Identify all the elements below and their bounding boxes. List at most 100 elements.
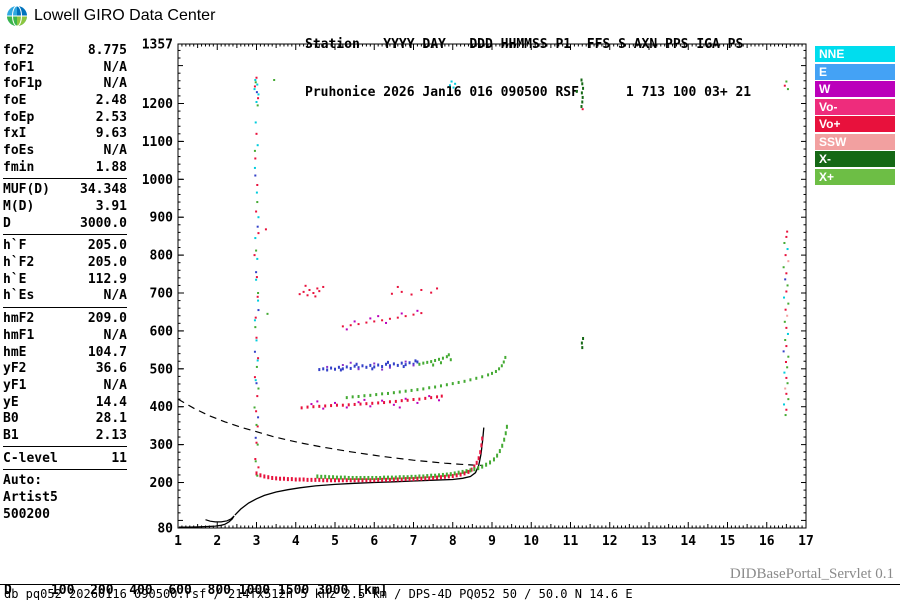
panel-separator (3, 306, 127, 308)
param-value: 3.91 (95, 199, 127, 215)
series-rfi-11mhz-xminus (575, 78, 585, 350)
series-rfi-3mhz-green (253, 79, 276, 477)
series-o-3rd-scatter-w (345, 309, 419, 331)
param-label: yE (3, 394, 19, 410)
param-label: hmE (3, 344, 27, 360)
param-value: 11 (111, 450, 127, 466)
param-label: foF1 (3, 59, 35, 75)
parameter-panel: foF2 8.775 foF1 N/A foF1p N/A foE 2.48 foEp 2.53 f… (3, 42, 127, 523)
param-value: N/A (103, 377, 127, 393)
param-value: 36.6 (95, 361, 127, 377)
param-row: hmF1 N/A (3, 327, 127, 344)
param-value: 112.9 (87, 271, 127, 287)
legend-item: X+ (815, 168, 895, 185)
svg-text:200: 200 (150, 476, 174, 491)
param-value: 3000.0 (80, 215, 127, 231)
param-label: Auto: (3, 473, 43, 489)
param-row: Artist5 (3, 489, 127, 506)
brand: Lowell GIRO Data Center (6, 5, 215, 27)
param-label: fmin (3, 159, 35, 175)
param-label: foEp (3, 109, 35, 125)
svg-text:1: 1 (174, 534, 182, 549)
distance-row: D 100 200 400 600 800 1000 1500 3000 [km… (4, 583, 388, 598)
series-rfi-16mhz-pink (784, 260, 790, 390)
param-label: MUF(D) (3, 182, 50, 198)
param-value: 28.1 (95, 411, 127, 427)
series-artist-e-trace (178, 515, 235, 528)
svg-text:6: 6 (370, 534, 378, 549)
param-label: h`E (3, 271, 27, 287)
plot-axes (177, 43, 807, 529)
param-value: 2.13 (95, 427, 127, 443)
series-o-mode-trace (255, 436, 484, 483)
series-muf-transmission-curve (177, 398, 483, 467)
ionogram-plot: 1357120011001000900800700600500400300200… (142, 38, 814, 549)
series-spread-700km-left (298, 284, 325, 298)
param-row: yE 14.4 (3, 394, 127, 411)
svg-text:13: 13 (641, 534, 657, 549)
svg-text:1200: 1200 (142, 97, 173, 112)
param-label: h`F2 (3, 255, 35, 271)
param-label: fxI (3, 126, 27, 142)
series-rfi-3mhz-blue (253, 91, 260, 439)
svg-text:800: 800 (150, 249, 174, 264)
svg-text:5: 5 (331, 534, 339, 549)
series-rfi-3mhz-red (253, 76, 267, 469)
param-value: 9.63 (95, 126, 127, 142)
svg-text:500: 500 (150, 362, 174, 377)
svg-text:400: 400 (150, 400, 174, 415)
param-row: h`Es N/A (3, 288, 127, 305)
svg-text:1357: 1357 (142, 38, 173, 53)
series-rfi-16mhz-cyan (783, 248, 789, 406)
series-rfi-3mhz-cyan (253, 79, 260, 382)
svg-text:15: 15 (720, 534, 736, 549)
svg-text:10: 10 (523, 534, 539, 549)
param-row: foEp 2.53 (3, 109, 127, 126)
param-value: 1.88 (95, 159, 127, 175)
param-label: foF2 (3, 42, 35, 58)
distance-muf-table: D 100 200 400 600 800 1000 1500 3000 [km… (4, 556, 395, 600)
legend-item: Vo+ (815, 116, 895, 132)
legend-item: E (815, 63, 895, 80)
series-spread-700km-right (390, 285, 439, 296)
param-label: h`F (3, 238, 27, 254)
svg-text:7: 7 (410, 534, 418, 549)
series-artist-e-hook (205, 515, 235, 523)
series-artist-f-trace (234, 427, 485, 516)
param-row: foF2 8.775 (3, 42, 127, 59)
svg-text:300: 300 (150, 438, 174, 453)
param-label: yF1 (3, 377, 27, 393)
legend-item: SSW (815, 133, 895, 150)
param-row: hmF2 209.0 (3, 310, 127, 327)
param-label: foE (3, 92, 27, 108)
param-label: foEs (3, 142, 35, 158)
legend-item: NNE (815, 46, 895, 62)
svg-text:700: 700 (150, 287, 174, 302)
series-second-hop-violet (326, 360, 415, 371)
param-value: N/A (103, 59, 127, 75)
param-label: yF2 (3, 361, 27, 377)
series-x-mode-trace (316, 424, 508, 480)
param-value: 14.4 (95, 394, 127, 410)
giro-logo-icon (7, 5, 27, 27)
series-rfi-11mhz-red (581, 108, 584, 111)
svg-text:17: 17 (798, 534, 814, 549)
param-row: Auto: (3, 473, 127, 490)
param-label: hmF1 (3, 327, 35, 343)
series-o-mode-3rd-order (341, 312, 423, 328)
legend: NNE E W Vo- Vo+ SSW X- X+ (815, 46, 895, 185)
svg-text:4: 4 (292, 534, 300, 549)
param-row: B0 28.1 (3, 410, 127, 427)
param-value: 205.0 (87, 255, 127, 271)
svg-text:11: 11 (563, 534, 579, 549)
param-row: foE 2.48 (3, 92, 127, 109)
legend-item: X- (815, 151, 895, 167)
param-row: hmE 104.7 (3, 344, 127, 361)
param-row: MUF(D) 34.348 (3, 182, 127, 199)
panel-separator (3, 178, 127, 179)
svg-text:1100: 1100 (142, 135, 173, 150)
param-row: yF1 N/A (3, 377, 127, 394)
servlet-version: DIDBasePortal_Servlet 0.1 (729, 566, 894, 582)
param-label: h`Es (3, 288, 35, 304)
